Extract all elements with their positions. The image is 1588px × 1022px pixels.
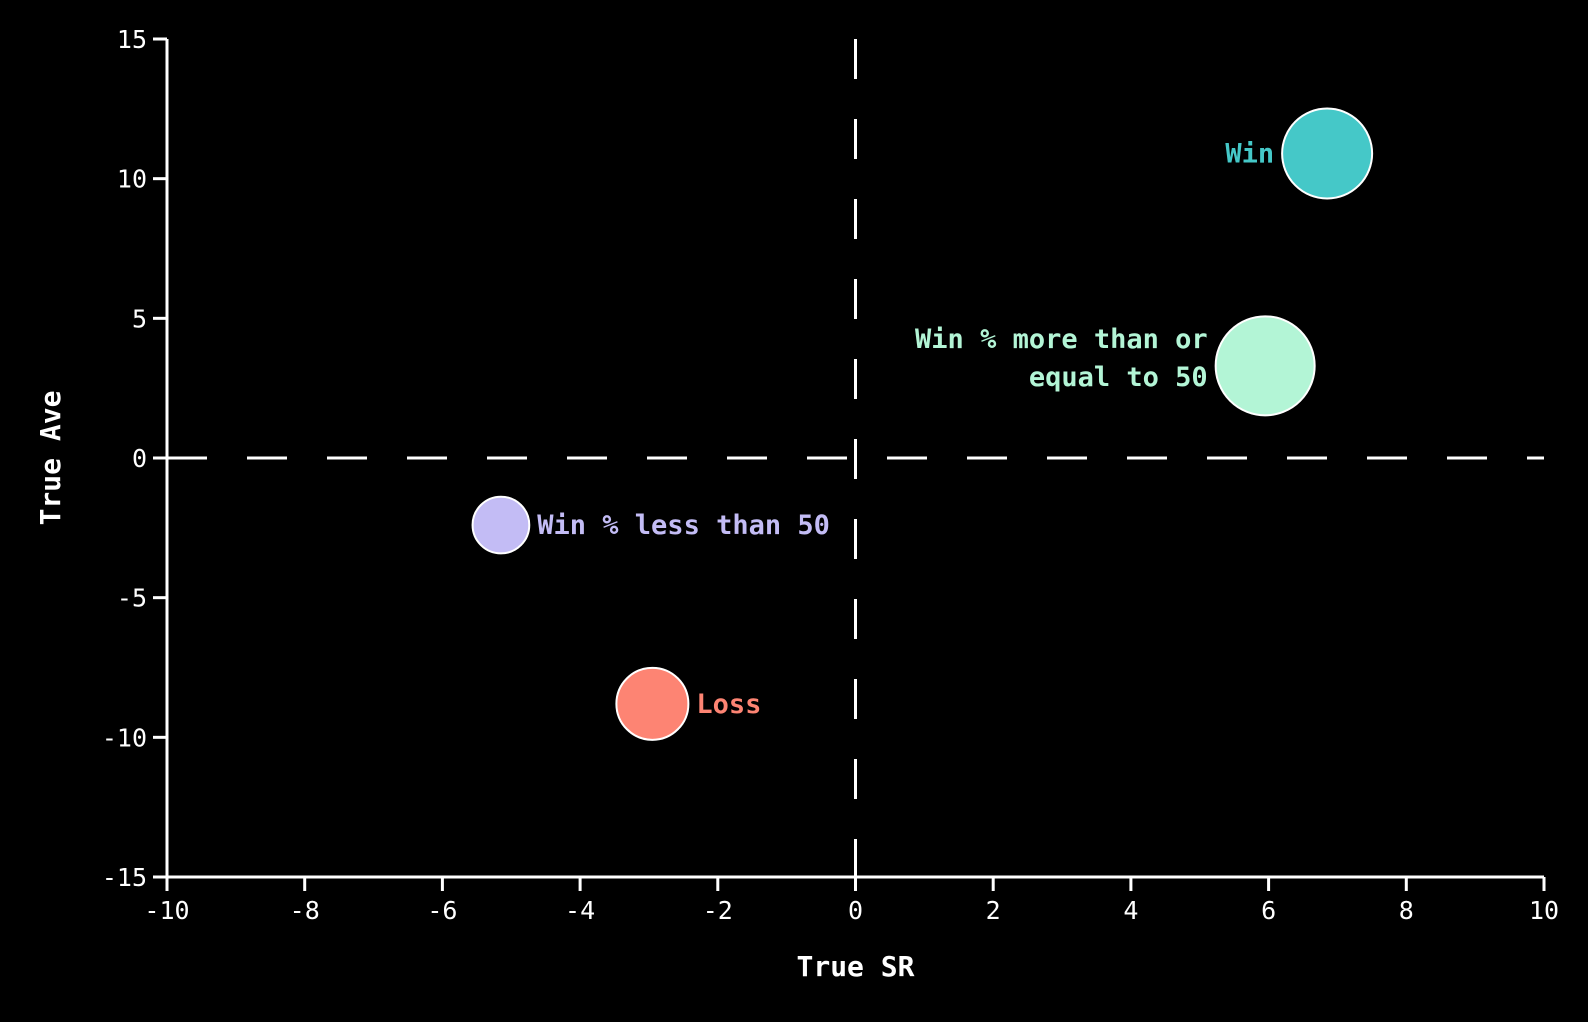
point-label: Win % less than 50 (537, 510, 830, 541)
x-axis-title: True SR (796, 950, 914, 983)
data-points: Win Win % more than or equal to 50 Win % le… (471, 107, 1374, 741)
x-tick-label: 10 (1529, 896, 1559, 925)
reference-lines (167, 39, 1544, 877)
x-tick-label: 6 (1261, 896, 1276, 925)
x-tick-label: -2 (703, 896, 733, 925)
x-tick-label: -6 (427, 896, 457, 925)
scatter-point (615, 666, 690, 741)
y-axis-ticks: -15 -10 -5 0 5 10 15 (102, 25, 167, 892)
y-tick-label: -10 (102, 723, 147, 752)
x-tick-label: -4 (565, 896, 595, 925)
x-tick-label: 2 (986, 896, 1001, 925)
scatter-point-group: Loss (615, 666, 761, 741)
y-tick-label: 15 (117, 25, 147, 54)
x-tick-label: 4 (1123, 896, 1138, 925)
y-tick-label: 5 (132, 304, 147, 333)
x-tick-label: 8 (1399, 896, 1414, 925)
x-tick-label: 0 (848, 896, 863, 925)
point-label: Win (1225, 139, 1274, 170)
scatter-point (1214, 315, 1316, 417)
point-label: Loss (696, 689, 761, 720)
x-axis-ticks: -10 -8 -6 -4 -2 0 2 4 6 8 10 (144, 877, 1559, 925)
y-tick-label: 0 (132, 444, 147, 473)
point-label: Win % more than or (915, 324, 1208, 355)
scatter-point (1281, 107, 1374, 200)
y-axis-title: True Ave (34, 391, 67, 526)
y-tick-label: -5 (117, 584, 147, 613)
y-tick-label: 10 (117, 165, 147, 194)
scatter-point (471, 495, 531, 555)
y-tick-label: -15 (102, 863, 147, 892)
x-tick-label: -10 (144, 896, 189, 925)
point-label: equal to 50 (1029, 362, 1208, 393)
scatter-point-group: Win (1225, 107, 1374, 200)
x-tick-label: -8 (290, 896, 320, 925)
scatter-point-group: Win % more than or equal to 50 (915, 315, 1316, 417)
scatter-point-group: Win % less than 50 (471, 495, 830, 555)
